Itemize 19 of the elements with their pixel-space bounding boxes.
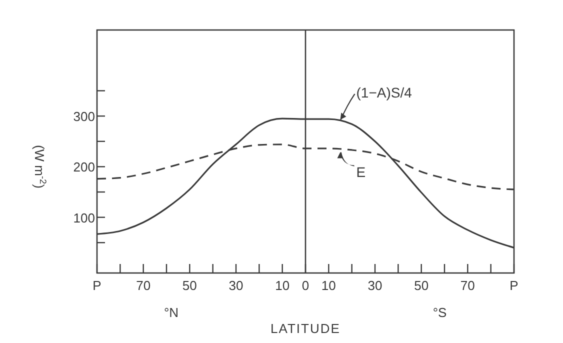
text: °N	[164, 305, 179, 320]
x-tick-label: 70	[136, 278, 151, 293]
y-tick-label: 100	[73, 210, 95, 226]
x-axis-title: LATITUDE	[270, 321, 340, 336]
legend-label: E	[356, 164, 366, 180]
x-tick-label: 10	[321, 278, 336, 293]
y-tick-label: 300	[73, 109, 95, 124]
series-label: (1−A)S/4	[356, 84, 412, 101]
x-tick-label: 0	[302, 278, 310, 293]
text: °S	[432, 305, 448, 320]
x-tick-label: 30	[228, 278, 244, 293]
x-tick-label: 30	[368, 278, 382, 293]
x-tick-label: 50	[414, 278, 429, 293]
x-tick-label: P	[92, 278, 102, 293]
x-tick-label: 10	[275, 278, 290, 293]
x-tick-label: 50	[182, 278, 197, 293]
x-tick-label: 70	[460, 278, 475, 293]
y-tick-label: 200	[73, 160, 95, 175]
x-tick-label: P	[510, 278, 518, 293]
